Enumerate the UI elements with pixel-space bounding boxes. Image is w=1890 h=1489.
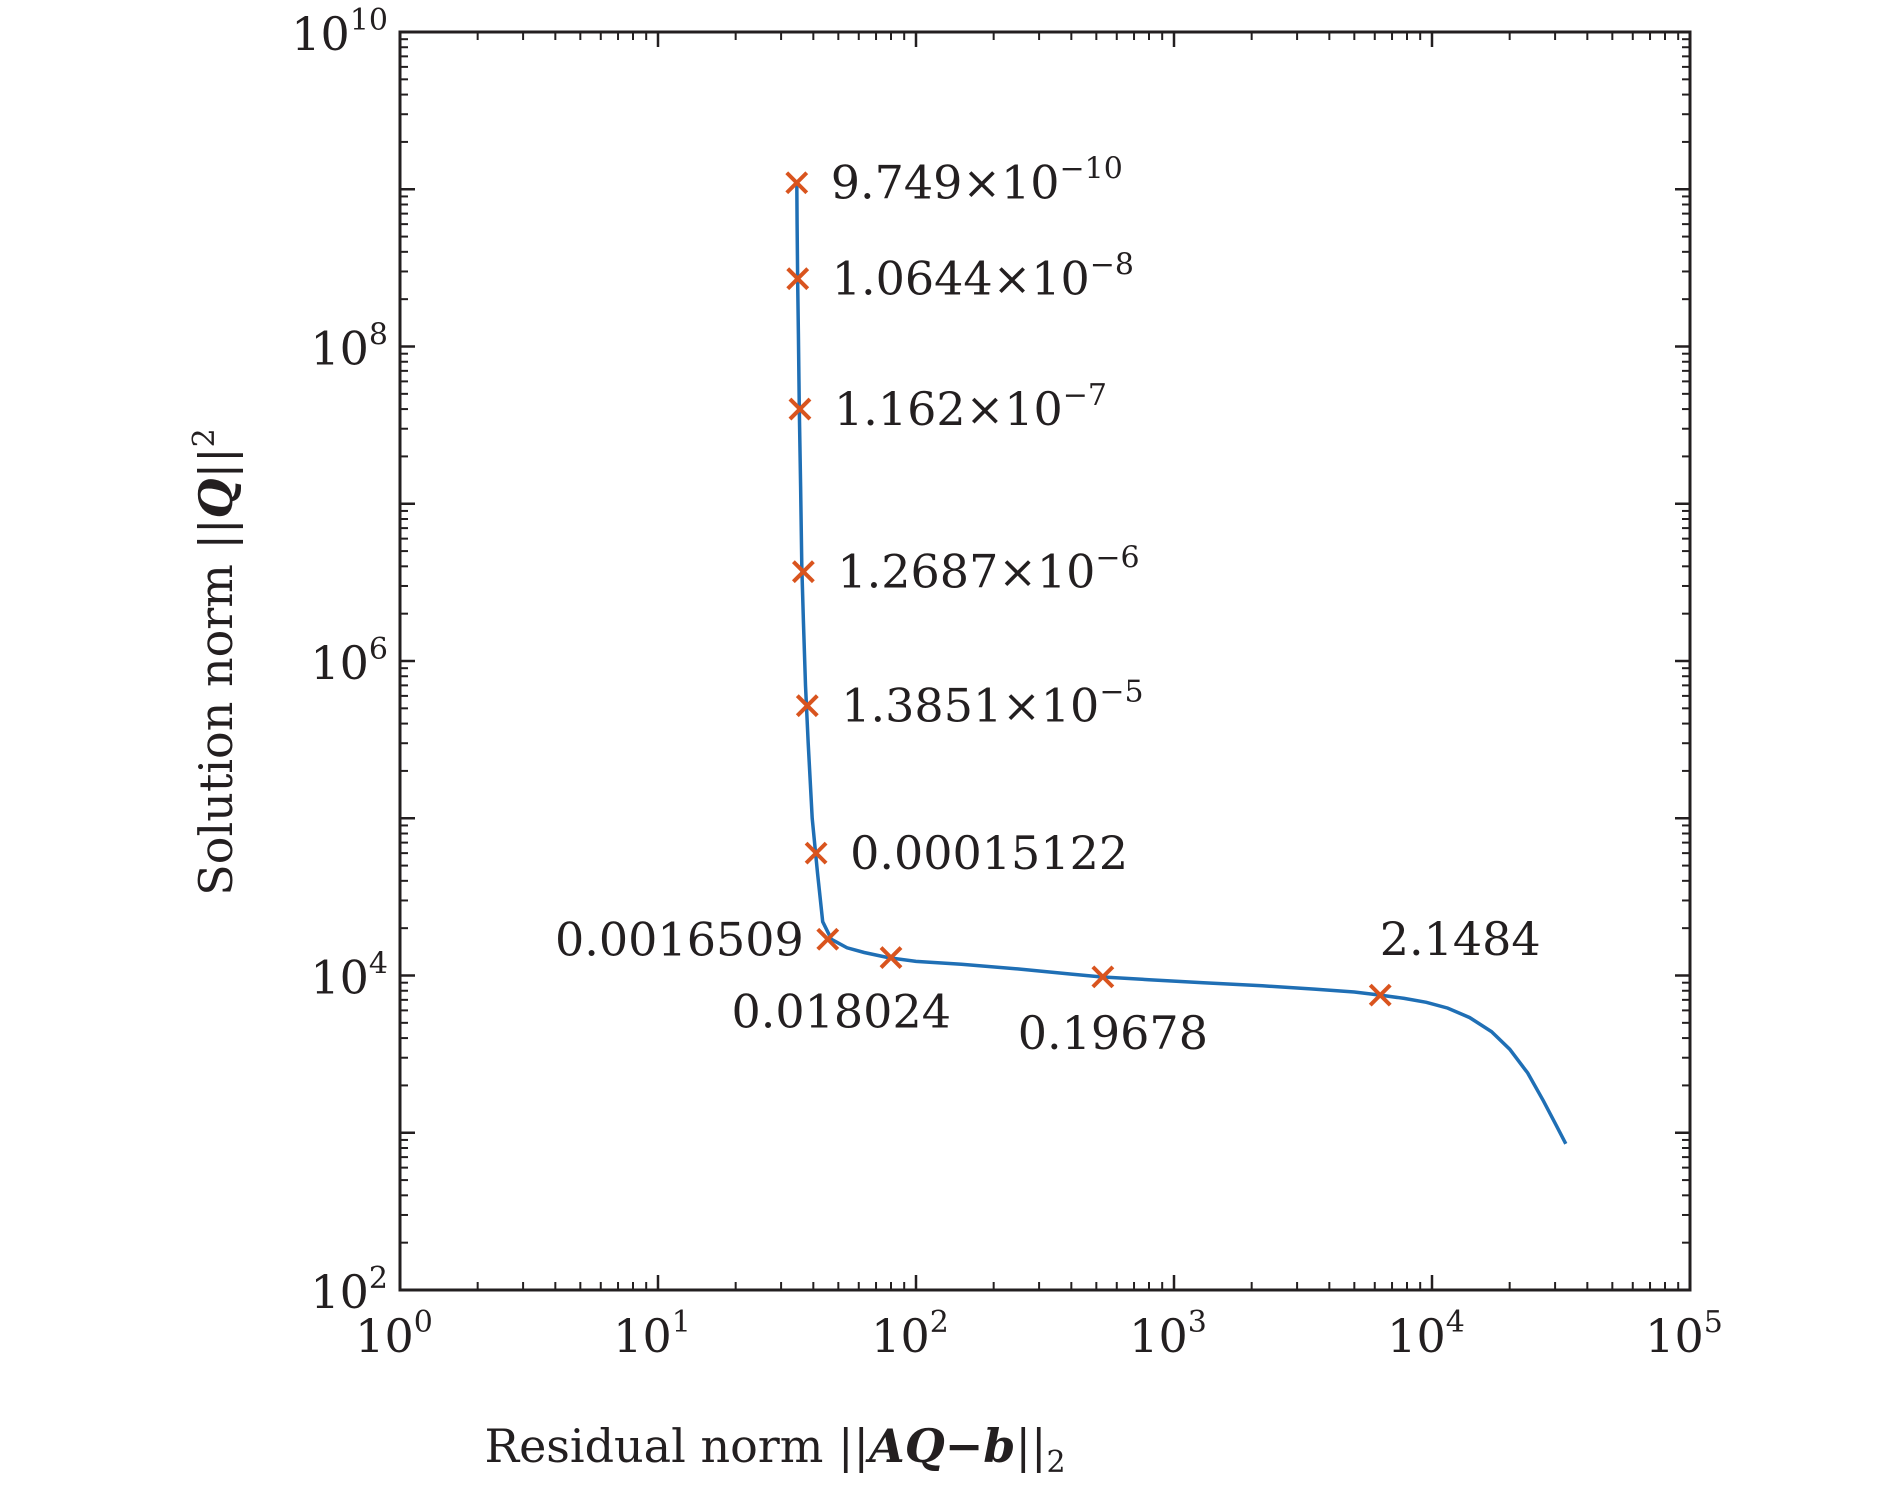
marker-label: 1.162×10−7 <box>834 378 1107 436</box>
y-tick-label: 1010 <box>291 3 388 61</box>
y-tick-label: 108 <box>310 318 388 376</box>
marker-label: 0.19678 <box>1018 1006 1208 1060</box>
data-marker <box>879 946 903 969</box>
x-tick-label: 104 <box>1387 1305 1465 1363</box>
x-tick-label: 100 <box>355 1305 433 1363</box>
marker-label: 1.0644×10−8 <box>832 248 1134 306</box>
data-marker <box>1368 983 1392 1007</box>
marker-label: 0.018024 <box>731 985 951 1039</box>
x-axis-label: Residual norm ||AQ−b||2 <box>484 1419 1065 1480</box>
data-marker <box>788 397 812 421</box>
marker-label: 1.3851×10−5 <box>841 675 1143 733</box>
marker-label: 9.749×10−10 <box>831 152 1123 210</box>
data-marker <box>791 560 815 584</box>
marker-label: 1.2687×10−6 <box>837 541 1139 599</box>
data-marker <box>785 171 809 195</box>
x-tick-label: 102 <box>871 1305 949 1363</box>
data-marker <box>795 694 819 718</box>
y-tick-labels: 102 104 106 108 1010 <box>291 3 388 1319</box>
marker-label: 0.0016509 <box>555 912 804 966</box>
plot-area <box>400 32 1690 1290</box>
marker-label: 2.1484 <box>1380 912 1541 966</box>
y-axis-label: Solution norm ||Q||2 <box>187 428 243 895</box>
markers <box>785 171 1392 1007</box>
x-tick-labels: 100 101 102 103 104 105 <box>355 1305 1723 1363</box>
data-marker <box>1091 965 1115 989</box>
x-tick-label: 105 <box>1645 1305 1723 1363</box>
marker-label: 0.00015122 <box>850 826 1128 880</box>
y-tick-label: 102 <box>310 1261 388 1319</box>
data-marker <box>786 267 810 291</box>
plot-frame <box>398 30 1692 1292</box>
y-tick-label: 106 <box>310 632 388 690</box>
data-marker <box>816 927 840 951</box>
y-tick-label: 104 <box>310 947 388 1005</box>
data-marker <box>804 841 828 865</box>
x-tick-label: 101 <box>613 1305 691 1363</box>
annotations: 9.749×10−10 1.0644×10−8 1.162×10−7 1.2687×1… <box>555 152 1541 1060</box>
x-tick-label: 103 <box>1129 1305 1207 1363</box>
